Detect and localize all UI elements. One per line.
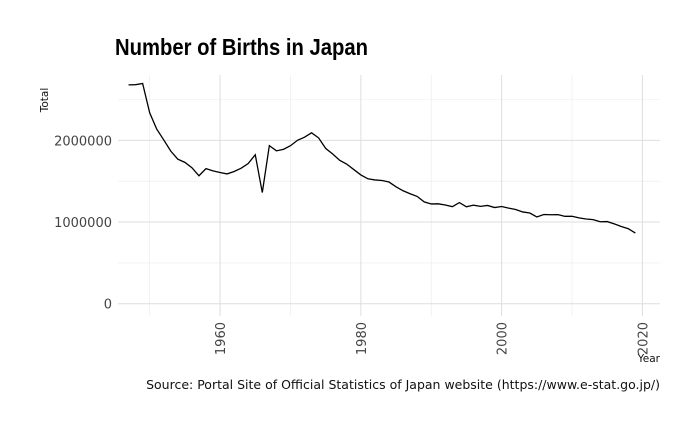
y-tick-label: 0 <box>104 298 112 313</box>
chart-caption: Source: Portal Site of Official Statisti… <box>146 377 660 392</box>
x-tick-label: 1980 <box>355 322 370 355</box>
y-axis-label: Total <box>39 88 51 114</box>
x-tick-label: 1960 <box>214 322 229 355</box>
data-line <box>128 82 636 234</box>
y-tick-label: 1000000 <box>54 216 112 231</box>
x-axis-label: Year <box>637 353 661 365</box>
x-tick-label: 2000 <box>496 322 511 355</box>
y-tick-label: 2000000 <box>54 134 112 149</box>
x-tick-label: 2020 <box>636 322 651 355</box>
chart-title: Number of Births in Japan <box>115 34 369 60</box>
